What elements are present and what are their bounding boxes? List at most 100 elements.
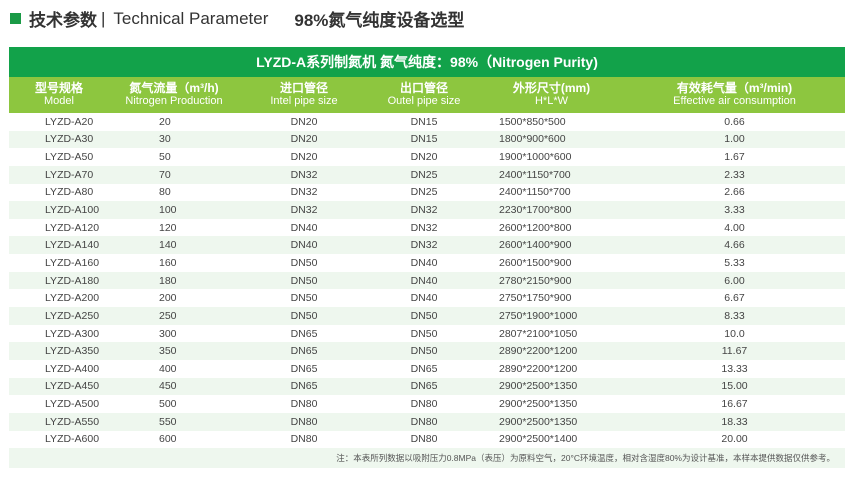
table-cell: 200 xyxy=(159,292,177,305)
table-cell: DN40 xyxy=(410,274,438,287)
table-cell: 600 xyxy=(159,433,177,446)
table-cell: 15.00 xyxy=(721,380,748,393)
table-cell: DN50 xyxy=(410,327,438,340)
table-cell: LYZD-A300 xyxy=(45,327,100,340)
table-cell: DN15 xyxy=(410,133,438,146)
table-cell: 11.67 xyxy=(721,345,748,358)
table-cell: 6.00 xyxy=(724,274,745,287)
table-cell: 2750*1750*900 xyxy=(499,292,572,305)
table-cell: DN50 xyxy=(290,256,318,269)
table-caption: LYZD-A系列制氮机 氮气纯度：98%（Nitrogen Purity) xyxy=(9,47,845,77)
table-cell: DN25 xyxy=(410,168,438,181)
table-cell: DN65 xyxy=(410,362,438,375)
table-cell: 300 xyxy=(159,327,177,340)
column-header: 型号规格 Model xyxy=(9,77,109,113)
table-cell: 20 xyxy=(159,115,171,128)
table-body: LYZD-A20 20 DN20 DN15 1500*850*500 0.66 LYZD-A… xyxy=(9,113,845,448)
table-row: LYZD-A50 50 DN20 DN20 1900*1000*600 1.67 xyxy=(9,148,845,166)
table-row: LYZD-A70 70 DN32 DN25 2400*1150*700 2.33 xyxy=(9,165,845,184)
header-zh: 型号规格 xyxy=(34,81,83,95)
table-cell: 13.33 xyxy=(721,362,748,375)
table-cell: DN32 xyxy=(410,221,438,234)
table-cell: DN50 xyxy=(410,309,438,322)
table-cell: 2890*2200*1200 xyxy=(499,345,578,358)
table-cell: 400 xyxy=(159,362,177,375)
table-cell: 2750*1900*1000 xyxy=(499,309,578,322)
title-sub: 98%氮气纯度设备选型 xyxy=(294,11,465,30)
table-cell: DN65 xyxy=(290,380,318,393)
header-zh: 有效耗气量（m³/min) xyxy=(676,81,793,95)
table-cell: 6.67 xyxy=(724,292,745,305)
table-cell: LYZD-A50 xyxy=(45,151,94,164)
table-cell: 140 xyxy=(159,239,177,252)
table-cell: 2900*2500*1350 xyxy=(499,415,578,428)
table-cell: 2.33 xyxy=(724,168,745,181)
table-cell: LYZD-A400 xyxy=(45,362,100,375)
table-cell: 2900*2500*1350 xyxy=(499,380,578,393)
table-cell: 1500*850*500 xyxy=(499,115,566,128)
table-cell: 2400*1150*700 xyxy=(499,186,571,199)
table-row: LYZD-A140 140 DN40 DN32 2600*1400*900 4.66 xyxy=(9,236,845,255)
table-cell: LYZD-A200 xyxy=(45,292,100,305)
page-title: 技术参数 | Technical Parameter 98%氮气纯度设备选型 xyxy=(10,6,464,31)
header-zh: 氮气流量（m³/h) xyxy=(129,81,219,95)
table-row: LYZD-A350 350 DN65 DN50 2890*2200*1200 11.67 xyxy=(9,342,845,360)
table-cell: 2900*2500*1400 xyxy=(499,433,578,446)
table-cell: 1900*1000*600 xyxy=(499,151,572,164)
table-cell: 350 xyxy=(159,345,177,358)
table-cell: DN20 xyxy=(290,133,318,146)
table-row: LYZD-A30 30 DN20 DN15 1800*900*600 1.00 xyxy=(9,130,845,149)
header-en: Intel pipe size xyxy=(270,95,338,107)
table-row: LYZD-A20 20 DN20 DN15 1500*850*500 0.66 xyxy=(9,113,845,131)
table-cell: DN80 xyxy=(290,398,318,411)
title-zh: 技术参数 xyxy=(29,11,97,30)
table-cell: DN80 xyxy=(410,415,438,428)
table-cell: LYZD-A80 xyxy=(45,186,94,199)
table-cell: DN80 xyxy=(290,433,318,446)
table-cell: DN32 xyxy=(290,168,318,181)
table-cell: LYZD-A600 xyxy=(45,433,100,446)
table-cell: 16.67 xyxy=(721,398,748,411)
table-cell: 100 xyxy=(159,204,177,217)
table-note: 注：本表所列数据以吸附压力0.8MPa（表压）为原料空气，20°C环境温度，相对… xyxy=(9,448,845,469)
header-zh: 外形尺寸(mm) xyxy=(512,81,591,95)
table-cell: LYZD-A70 xyxy=(45,168,94,181)
table-cell: 2400*1150*700 xyxy=(499,168,571,181)
table-cell: 5.33 xyxy=(724,256,745,269)
column-header: 有效耗气量（m³/min) Effective air consumption xyxy=(624,77,845,113)
table-cell: 2600*1200*800 xyxy=(499,221,572,234)
table-cell: DN50 xyxy=(290,292,318,305)
column-header: 外形尺寸(mm) H*L*W xyxy=(479,77,624,113)
table-cell: DN40 xyxy=(410,292,438,305)
header-zh: 进口管径 xyxy=(279,81,328,95)
column-header: 进口管径 Intel pipe size xyxy=(239,77,369,113)
table-cell: 120 xyxy=(159,221,177,234)
table-cell: DN40 xyxy=(290,239,318,252)
table-cell: 500 xyxy=(159,398,177,411)
table-cell: 0.66 xyxy=(724,115,745,128)
table-row: LYZD-A600 600 DN80 DN80 2900*2500*1400 20.00 xyxy=(9,431,845,449)
table-cell: LYZD-A350 xyxy=(45,345,100,358)
table-cell: 2.66 xyxy=(724,186,745,199)
table-row: LYZD-A450 450 DN65 DN65 2900*2500*1350 15.00 xyxy=(9,377,845,396)
table-row: LYZD-A250 250 DN50 DN50 2750*1900*1000 8.33 xyxy=(9,307,845,325)
table-cell: 2900*2500*1350 xyxy=(499,398,578,411)
column-header: 氮气流量（m³/h) Nitrogen Production xyxy=(109,77,239,113)
table-cell: DN50 xyxy=(290,309,318,322)
table-header: 型号规格 Model 氮气流量（m³/h) Nitrogen Production 进口… xyxy=(9,77,845,113)
table-cell: 50 xyxy=(159,151,171,164)
table-cell: 180 xyxy=(159,274,177,287)
table-cell: DN40 xyxy=(290,221,318,234)
table-cell: DN50 xyxy=(410,345,438,358)
table-row: LYZD-A400 400 DN65 DN65 2890*2200*1200 13.33 xyxy=(9,360,845,378)
table-cell: LYZD-A140 xyxy=(45,239,100,252)
table-cell: LYZD-A250 xyxy=(45,309,100,322)
table-cell: 450 xyxy=(159,380,177,393)
table-cell: LYZD-A550 xyxy=(45,415,100,428)
table-cell: 2780*2150*900 xyxy=(499,274,572,287)
table-row: LYZD-A120 120 DN40 DN32 2600*1200*800 4.00 xyxy=(9,219,845,237)
table-cell: LYZD-A100 xyxy=(45,204,100,217)
table-row: LYZD-A300 300 DN65 DN50 2807*2100*1050 10.0 xyxy=(9,325,845,343)
table-cell: 4.00 xyxy=(724,221,745,234)
table-cell: LYZD-A160 xyxy=(45,256,100,269)
